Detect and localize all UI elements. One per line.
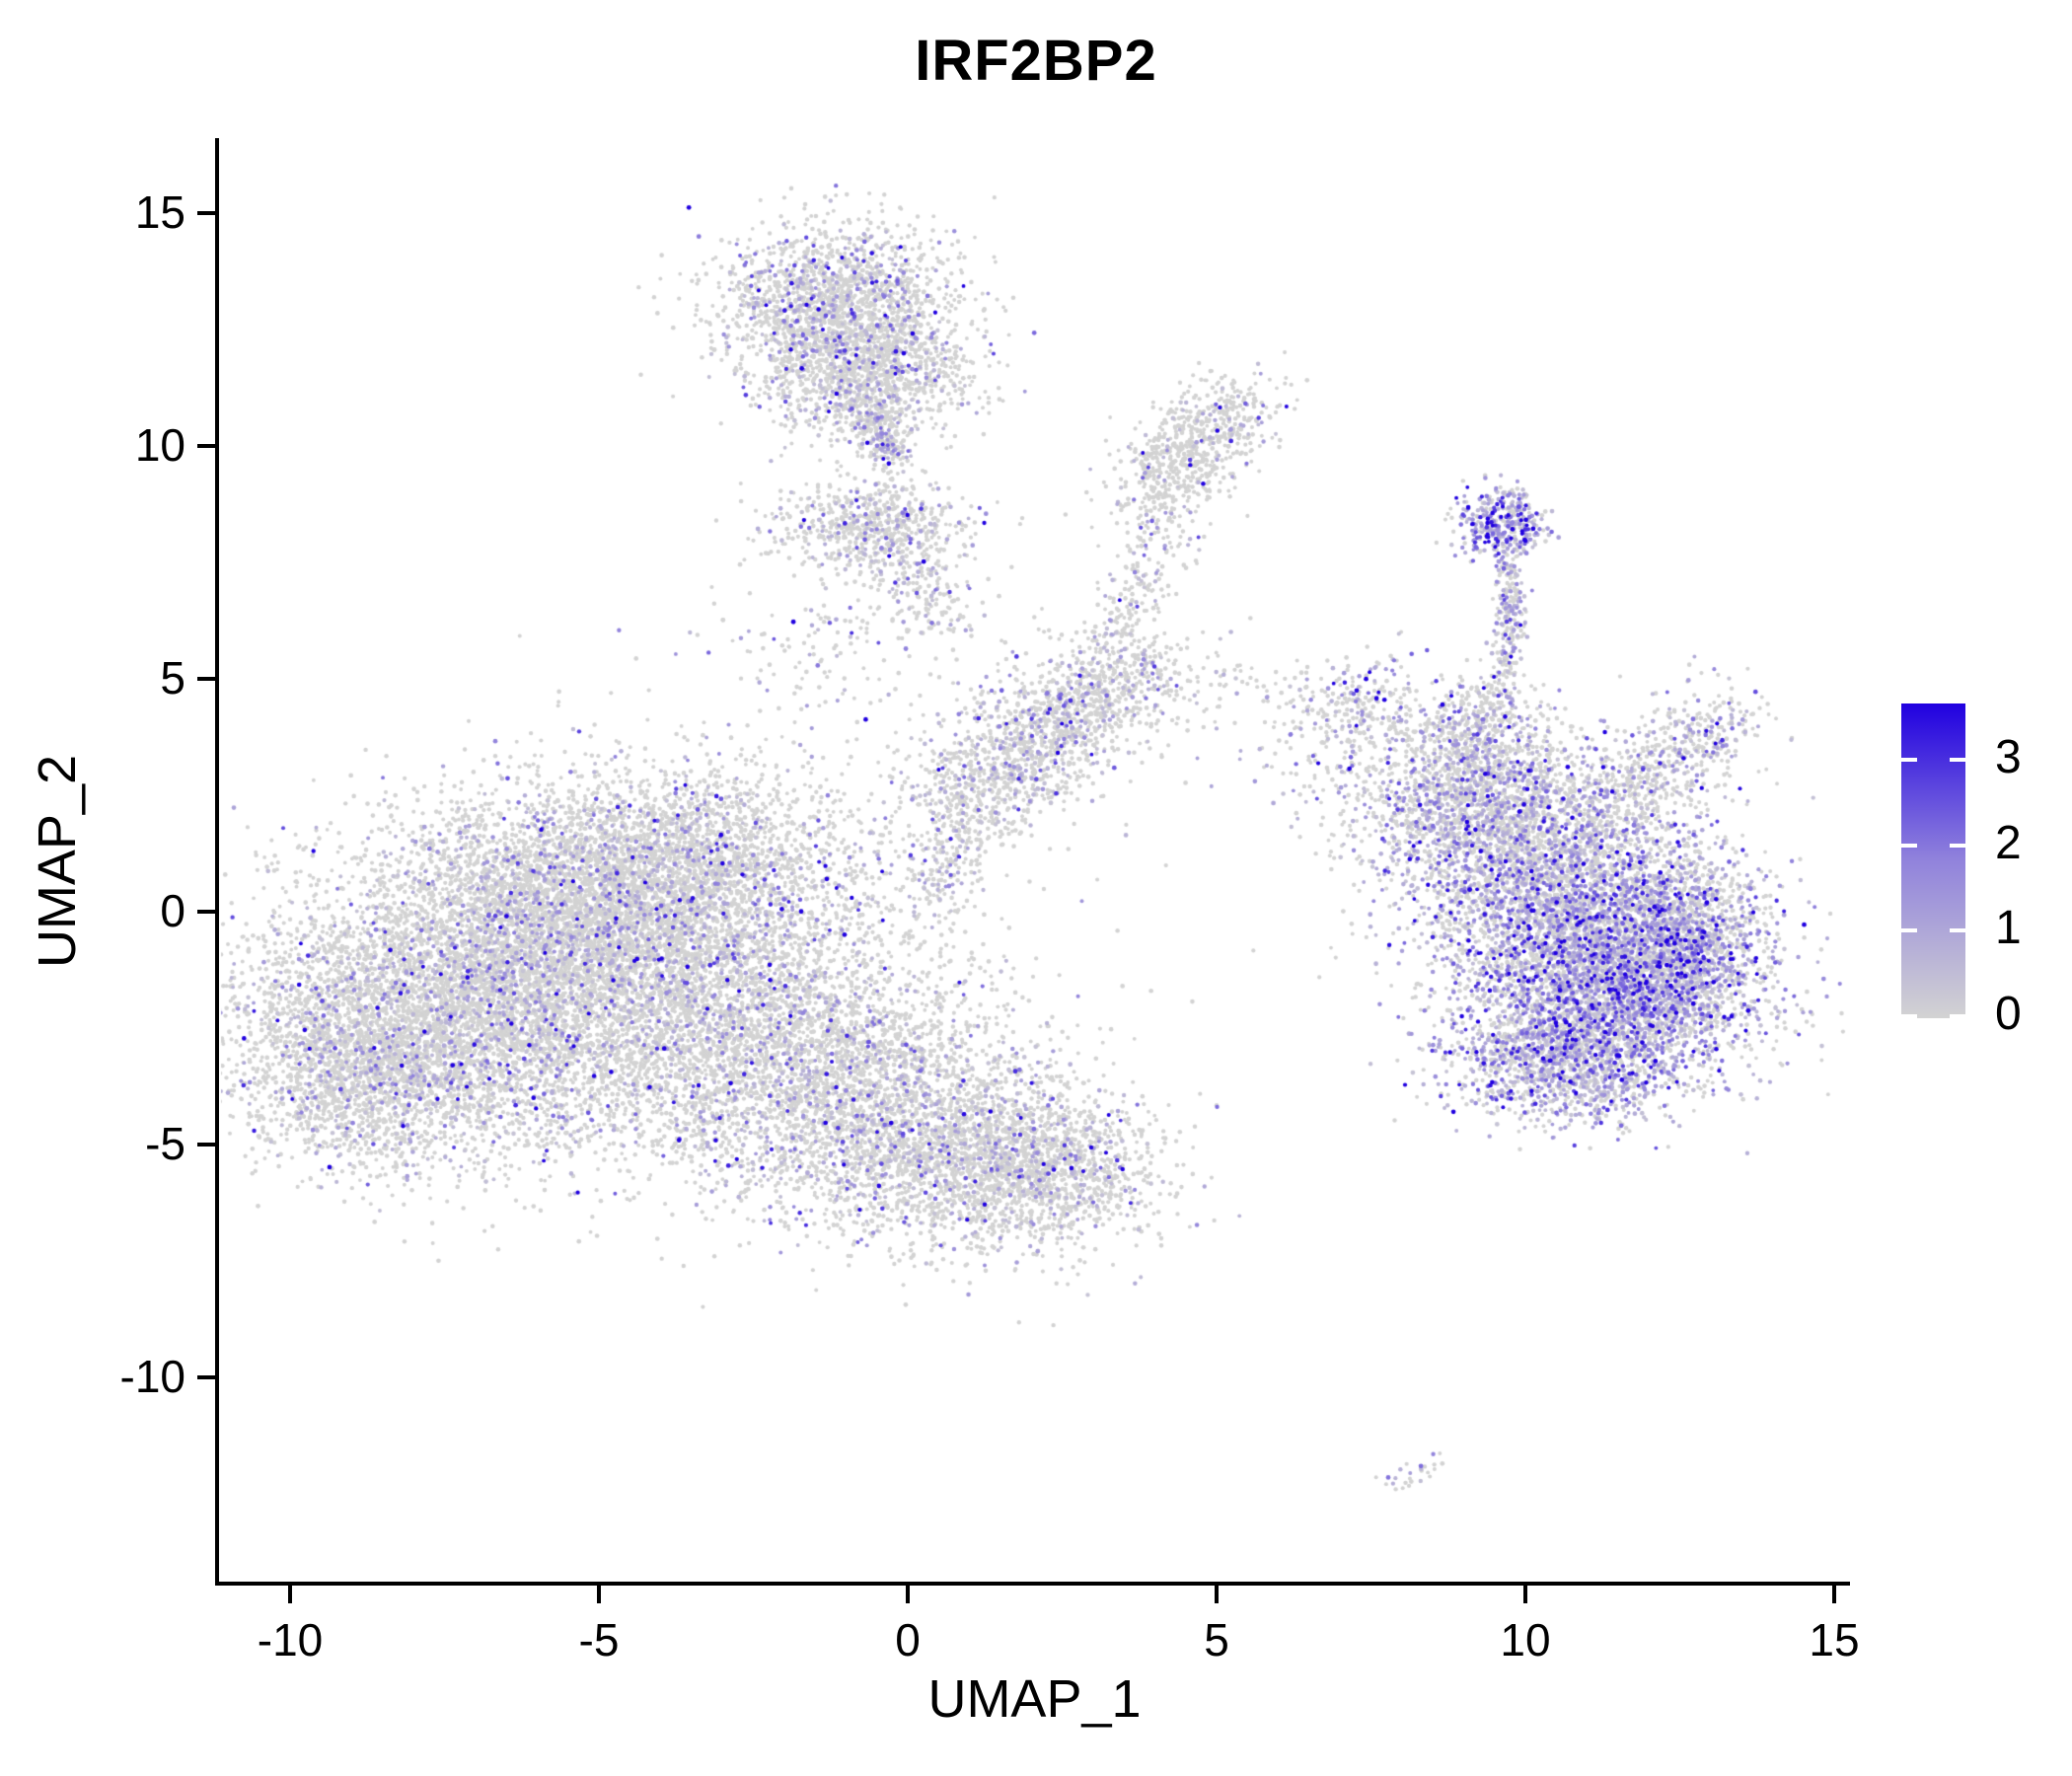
x-tick-label: -5 [578, 1614, 620, 1665]
legend-tick-label: 3 [1995, 730, 2022, 783]
x-tick-mark [288, 1586, 292, 1603]
y-tick-label: 15 [134, 186, 185, 238]
legend-tick-dash [1950, 928, 1965, 933]
y-tick-mark [197, 211, 215, 215]
x-axis-line [215, 1582, 1850, 1586]
x-tick-label: 0 [895, 1614, 921, 1665]
legend-tick-label: 2 [1995, 816, 2022, 869]
y-tick-mark [197, 677, 215, 681]
y-tick-mark [197, 1143, 215, 1147]
y-tick-label: 0 [160, 885, 185, 936]
x-tick-label: 10 [1500, 1614, 1551, 1665]
x-tick-mark [597, 1586, 601, 1603]
legend-tick-dash [1901, 757, 1917, 762]
legend-tick-dash [1950, 843, 1965, 848]
y-tick-mark [197, 444, 215, 448]
y-tick-label: -5 [145, 1118, 185, 1169]
x-axis-label: UMAP_1 [927, 1669, 1142, 1729]
x-tick-mark [1832, 1586, 1836, 1603]
plot-title: IRF2BP2 [915, 29, 1157, 93]
y-tick-mark [197, 1375, 215, 1379]
legend-tick-dash [1901, 928, 1917, 933]
x-tick-label: 15 [1809, 1614, 1860, 1665]
x-tick-label: 5 [1204, 1614, 1229, 1665]
legend-tick-label: 0 [1995, 988, 2022, 1040]
legend-colorbar [1901, 703, 1965, 1018]
y-tick-mark [197, 910, 215, 914]
y-axis-line [215, 138, 219, 1586]
legend-tick-dash [1950, 757, 1965, 762]
x-tick-mark [1215, 1586, 1219, 1603]
y-axis-label: UMAP_2 [28, 754, 87, 968]
x-tick-label: -10 [257, 1614, 324, 1665]
y-tick-label: 5 [160, 652, 185, 703]
x-tick-mark [1523, 1586, 1527, 1603]
y-tick-label: 10 [134, 419, 185, 471]
x-tick-mark [906, 1586, 910, 1603]
legend-tick-dash [1901, 843, 1917, 848]
y-tick-label: -10 [119, 1351, 185, 1402]
legend-tick-dash [1950, 1014, 1965, 1018]
legend-tick-dash [1901, 1014, 1917, 1018]
legend-tick-label: 1 [1995, 902, 2022, 955]
